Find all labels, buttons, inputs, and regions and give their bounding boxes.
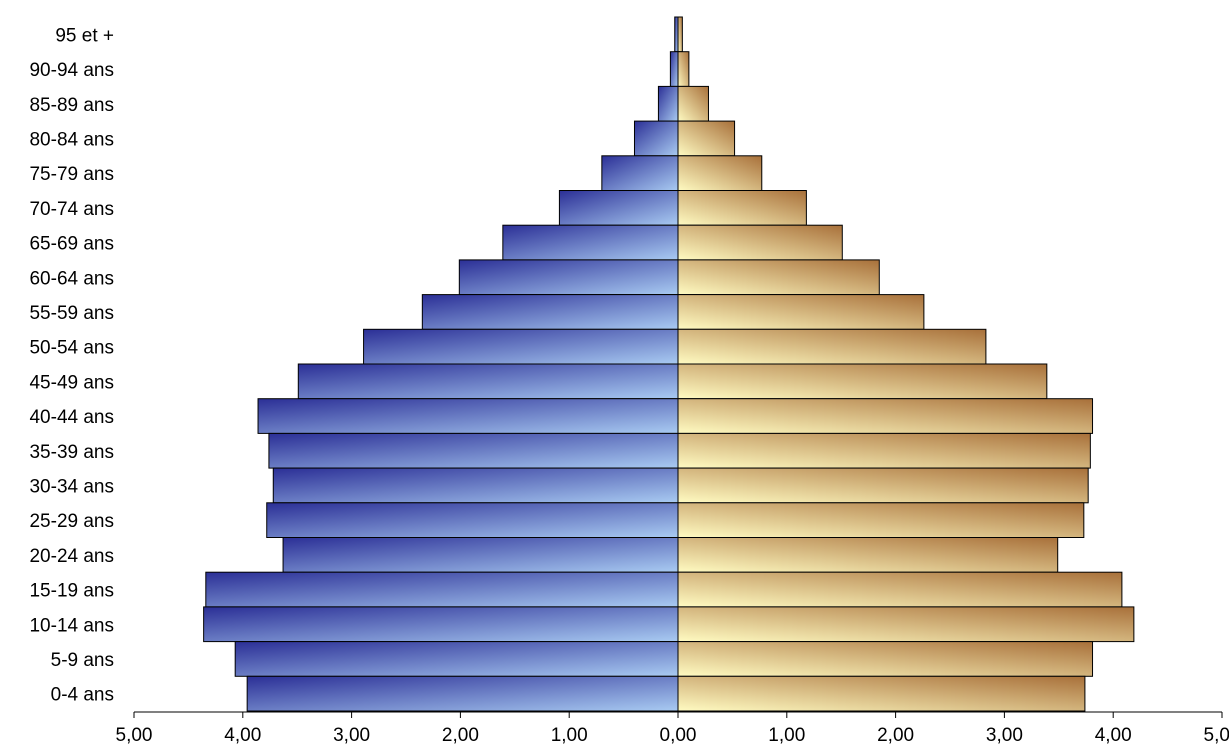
category-label-65-69-ans: 65-69 ans bbox=[29, 234, 114, 255]
x-axis: 5,00 4,00 3,00 2,00 1,00 0,00 1,00 2,00 3,00 4,00… bbox=[116, 17, 1229, 746]
category-label-5-9-ans: 5-9 ans bbox=[51, 650, 114, 671]
bar-left-85-89-ans bbox=[657, 85, 679, 122]
bar-right-45-49-ans bbox=[677, 363, 1048, 400]
bar-right-10-14-ans bbox=[677, 606, 1135, 643]
bar-right-65-69-ans bbox=[677, 224, 843, 261]
bar-right-70-74-ans bbox=[677, 190, 807, 226]
bar-left-10-14-ans bbox=[203, 606, 679, 643]
bar-left-35-39-ans bbox=[268, 432, 679, 469]
category-label-60-64-ans: 60-64 ans bbox=[29, 268, 114, 289]
category-label-15-19-ans: 15-19 ans bbox=[29, 581, 114, 602]
category-label-85-89-ans: 85-89 ans bbox=[29, 95, 114, 116]
x-tick-label: 1,00 bbox=[551, 725, 588, 746]
x-tick-label: 1,00 bbox=[768, 725, 805, 746]
category-label-55-59-ans: 55-59 ans bbox=[29, 303, 114, 324]
category-label-80-84-ans: 80-84 ans bbox=[29, 129, 114, 150]
category-label-90-94-ans: 90-94 ans bbox=[29, 60, 114, 81]
bar-right-5-9-ans bbox=[677, 641, 1094, 677]
bar-right-75-79-ans bbox=[677, 155, 763, 192]
bar-left-40-44-ans bbox=[257, 398, 679, 434]
x-tick-label: 2,00 bbox=[877, 725, 914, 746]
bar-right-50-54-ans bbox=[677, 328, 987, 365]
category-label-0-4-ans: 0-4 ans bbox=[51, 685, 114, 706]
bars-group bbox=[203, 16, 1135, 712]
x-tick-label: 3,00 bbox=[333, 725, 370, 746]
bar-left-50-54-ans bbox=[363, 328, 679, 365]
bar-right-40-44-ans bbox=[677, 398, 1094, 434]
bar-left-55-59-ans bbox=[421, 294, 679, 330]
category-label-45-49-ans: 45-49 ans bbox=[29, 372, 114, 393]
category-label-95-et: 95 et + bbox=[55, 25, 114, 46]
bar-right-0-4-ans bbox=[677, 675, 1086, 712]
category-labels: 95 et + 90-94 ans 85-89 ans 80-84 ans 75-79 … bbox=[29, 25, 114, 705]
bar-left-0-4-ans bbox=[246, 675, 679, 712]
bar-right-85-89-ans bbox=[677, 85, 709, 122]
bar-left-45-49-ans bbox=[297, 363, 679, 400]
x-tick-label: 3,00 bbox=[986, 725, 1023, 746]
bar-right-60-64-ans bbox=[677, 259, 880, 296]
category-label-35-39-ans: 35-39 ans bbox=[29, 442, 114, 463]
x-tick-label: 5,00 bbox=[1204, 725, 1229, 746]
bar-left-15-19-ans bbox=[205, 571, 679, 608]
category-label-50-54-ans: 50-54 ans bbox=[29, 338, 114, 359]
bar-right-25-29-ans bbox=[677, 502, 1085, 538]
bar-left-65-69-ans bbox=[502, 224, 679, 261]
x-tick-label: 2,00 bbox=[442, 725, 479, 746]
category-label-10-14-ans: 10-14 ans bbox=[29, 615, 114, 636]
category-label-25-29-ans: 25-29 ans bbox=[29, 511, 114, 532]
category-label-30-34-ans: 30-34 ans bbox=[29, 476, 114, 497]
x-tick-label: 0,00 bbox=[660, 725, 697, 746]
bar-left-5-9-ans bbox=[234, 641, 679, 677]
bar-left-30-34-ans bbox=[272, 467, 679, 504]
bar-right-20-24-ans bbox=[677, 537, 1059, 573]
category-label-20-24-ans: 20-24 ans bbox=[29, 546, 114, 567]
bar-right-35-39-ans bbox=[677, 432, 1091, 469]
bar-right-15-19-ans bbox=[677, 571, 1123, 608]
bar-right-30-34-ans bbox=[677, 467, 1089, 504]
x-tick-label: 4,00 bbox=[1095, 725, 1132, 746]
bar-right-55-59-ans bbox=[677, 294, 925, 330]
x-tick-label: 5,00 bbox=[116, 725, 153, 746]
bar-left-70-74-ans bbox=[558, 190, 679, 226]
bar-left-60-64-ans bbox=[458, 259, 679, 296]
category-label-75-79-ans: 75-79 ans bbox=[29, 164, 114, 185]
bar-left-25-29-ans bbox=[266, 502, 679, 538]
bar-right-80-84-ans bbox=[677, 120, 736, 157]
bar-left-75-79-ans bbox=[601, 155, 679, 192]
category-label-70-74-ans: 70-74 ans bbox=[29, 199, 114, 220]
bar-left-80-84-ans bbox=[633, 120, 679, 157]
bar-left-90-94-ans bbox=[669, 51, 679, 87]
category-label-40-44-ans: 40-44 ans bbox=[29, 407, 114, 428]
bar-right-90-94-ans bbox=[677, 51, 690, 87]
x-tick-label: 4,00 bbox=[224, 725, 261, 746]
bar-right-95-et bbox=[677, 16, 683, 53]
bar-left-20-24-ans bbox=[282, 537, 679, 573]
